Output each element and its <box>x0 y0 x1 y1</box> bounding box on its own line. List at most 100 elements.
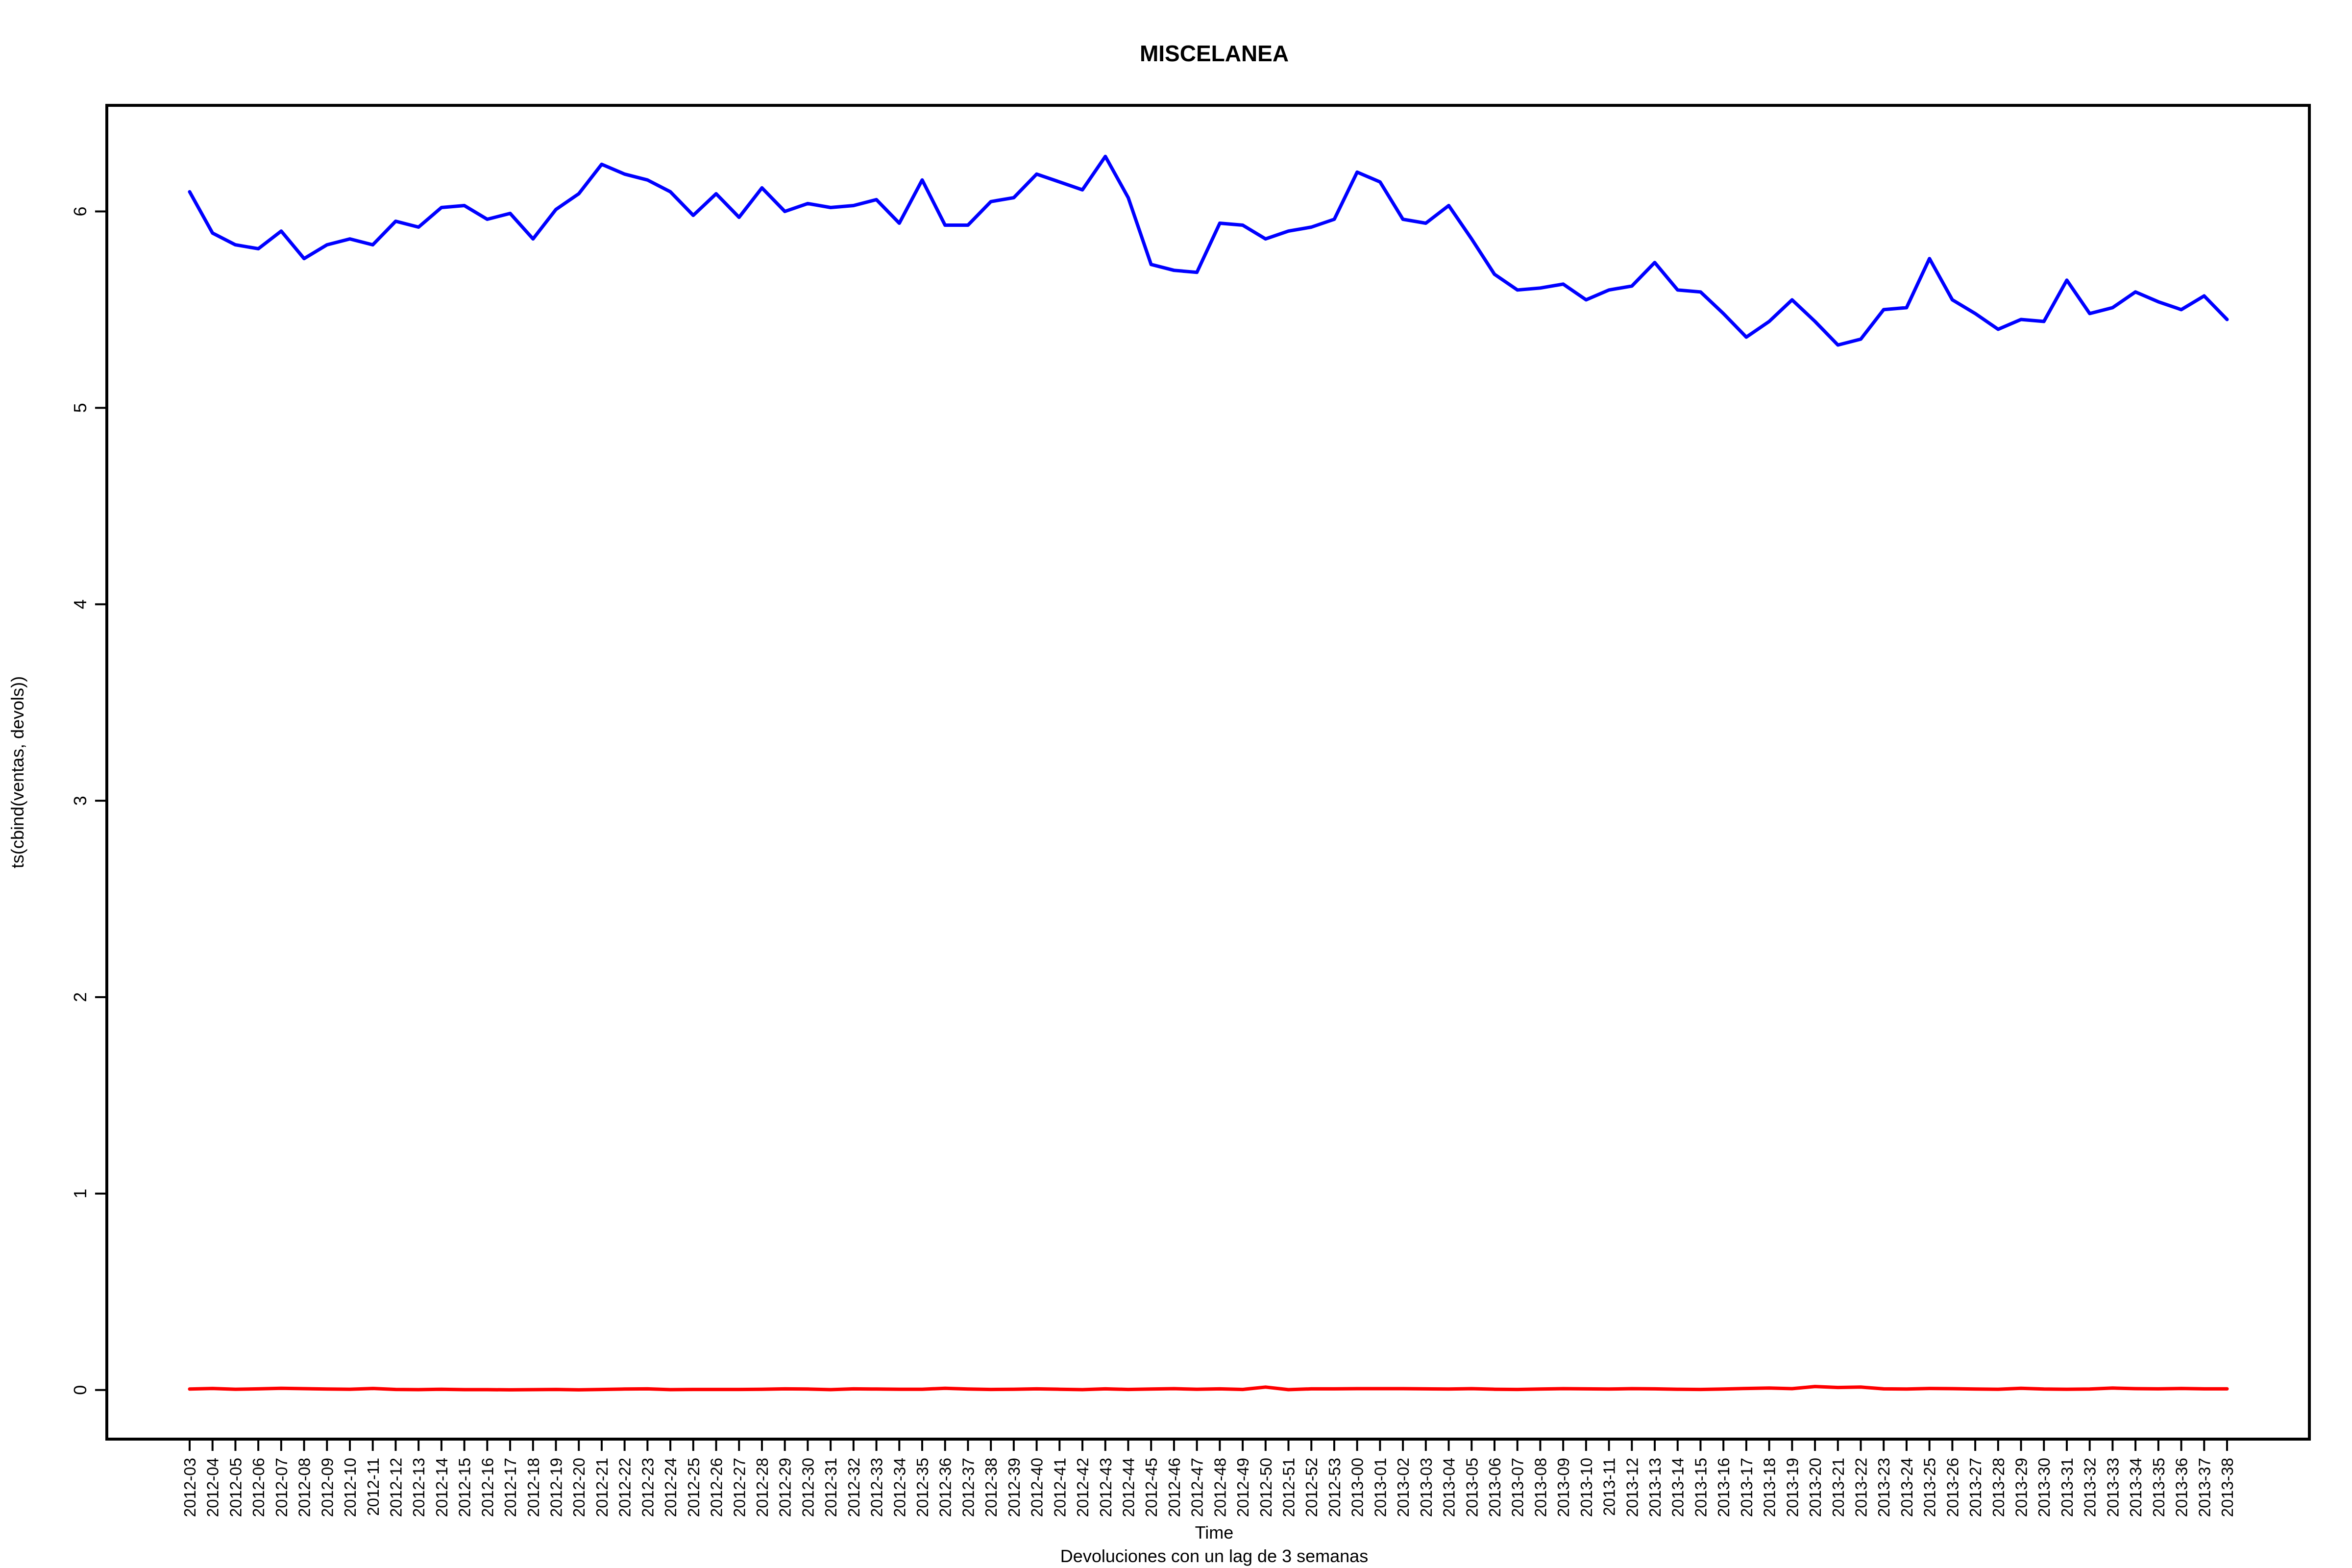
x-tick-label: 2012-25 <box>685 1458 703 1517</box>
x-axis-label: Time <box>1195 1522 1234 1543</box>
chart-title: MISCELANEA <box>1140 41 1289 66</box>
x-tick-label: 2013-14 <box>1669 1458 1687 1517</box>
x-tick-label: 2012-35 <box>913 1458 931 1517</box>
x-tick-label: 2012-20 <box>570 1458 588 1517</box>
x-tick-label: 2012-22 <box>616 1458 634 1517</box>
x-tick-label: 2013-00 <box>1348 1458 1367 1517</box>
x-tick-label: 2013-06 <box>1486 1458 1504 1517</box>
x-tick-label: 2013-38 <box>2218 1458 2236 1517</box>
x-tick-label: 2013-22 <box>1852 1458 1870 1517</box>
x-tick-label: 2012-48 <box>1211 1458 1229 1517</box>
x-tick-label: 2013-17 <box>1738 1458 1756 1517</box>
x-tick-label: 2013-29 <box>2012 1458 2031 1517</box>
x-tick-label: 2012-37 <box>959 1458 977 1517</box>
x-tick-label: 2012-18 <box>524 1458 542 1517</box>
x-tick-label: 2012-34 <box>890 1458 908 1517</box>
x-tick-label: 2012-17 <box>501 1458 519 1517</box>
y-tick-label: 6 <box>70 206 90 216</box>
x-tick-label: 2013-25 <box>1921 1458 1939 1517</box>
x-tick-label: 2012-11 <box>364 1458 382 1516</box>
y-axis-label: ts(cbind(ventas, devols)) <box>7 676 27 868</box>
series-line-1 <box>188 154 2229 347</box>
x-tick-label: 2012-33 <box>868 1458 886 1517</box>
x-tick-label: 2012-08 <box>295 1458 314 1517</box>
x-tick-label: 2013-19 <box>1783 1458 1801 1517</box>
x-tick-label: 2013-13 <box>1646 1458 1664 1517</box>
x-tick-label: 2013-20 <box>1806 1458 1824 1517</box>
x-tick-label: 2013-27 <box>1966 1458 1984 1517</box>
x-tick-label: 2012-51 <box>1280 1458 1298 1517</box>
y-tick-label: 4 <box>70 599 90 609</box>
x-tick-label: 2012-31 <box>822 1458 840 1517</box>
x-tick-label: 2012-06 <box>249 1458 268 1517</box>
x-tick-label: 2013-26 <box>1943 1458 1961 1517</box>
x-tick-label: 2013-08 <box>1531 1458 1549 1517</box>
x-tick-label: 2012-45 <box>1142 1458 1160 1517</box>
x-tick-label: 2013-24 <box>1898 1458 1916 1517</box>
x-tick-label: 2013-21 <box>1829 1458 1847 1517</box>
x-tick-label: 2013-32 <box>2081 1458 2099 1517</box>
series-layer <box>188 154 2229 1392</box>
x-tick-label: 2013-07 <box>1509 1458 1527 1517</box>
x-tick-label: 2012-52 <box>1302 1458 1321 1517</box>
x-tick-label: 2013-18 <box>1761 1458 1779 1517</box>
x-tick-label: 2012-42 <box>1074 1458 1092 1517</box>
x-tick-label: 2012-49 <box>1234 1458 1252 1517</box>
x-tick-label: 2013-28 <box>1989 1458 2008 1517</box>
x-tick-label: 2013-33 <box>2104 1458 2122 1517</box>
x-tick-label: 2012-23 <box>638 1458 657 1517</box>
x-tick-label: 2013-30 <box>2035 1458 2053 1517</box>
y-tick-label: 2 <box>70 992 90 1002</box>
x-tick-label: 2013-02 <box>1394 1458 1412 1517</box>
x-tick-label: 2013-11 <box>1600 1458 1618 1516</box>
series-line-2 <box>188 1385 2229 1392</box>
x-tick-label: 2012-04 <box>204 1458 222 1517</box>
x-tick-label: 2012-10 <box>341 1458 359 1517</box>
x-tick-label: 2012-47 <box>1188 1458 1206 1517</box>
x-tick-label: 2012-41 <box>1051 1458 1069 1517</box>
x-tick-label: 2013-15 <box>1691 1458 1710 1517</box>
x-tick-label: 2013-12 <box>1623 1458 1641 1517</box>
x-tick-label: 2012-21 <box>593 1458 611 1517</box>
x-tick-label: 2012-13 <box>410 1458 428 1517</box>
x-tick-label: 2013-10 <box>1577 1458 1595 1517</box>
x-tick-label: 2012-29 <box>776 1458 794 1517</box>
x-tick-label: 2012-53 <box>1325 1458 1344 1517</box>
x-tick-label: 2013-03 <box>1417 1458 1435 1517</box>
x-tick-label: 2012-30 <box>799 1458 817 1517</box>
x-tick-label: 2013-31 <box>2058 1458 2076 1517</box>
x-tick-label: 2013-16 <box>1715 1458 1733 1517</box>
y-tick-label: 1 <box>70 1189 90 1199</box>
x-tick-label: 2013-09 <box>1554 1458 1572 1517</box>
x-tick-label: 2012-05 <box>226 1458 245 1517</box>
x-tick-label: 2012-07 <box>272 1458 291 1517</box>
x-tick-label: 2012-24 <box>662 1458 680 1517</box>
x-tick-label: 2012-16 <box>478 1458 496 1517</box>
x-tick-label: 2012-09 <box>318 1458 336 1517</box>
x-tick-label: 2012-44 <box>1119 1458 1137 1517</box>
x-tick-label: 2012-50 <box>1257 1458 1275 1517</box>
x-tick-label: 2013-05 <box>1463 1458 1481 1517</box>
x-tick-label: 2012-15 <box>456 1458 474 1517</box>
x-tick-label: 2012-38 <box>982 1458 1000 1517</box>
x-tick-label: 2013-36 <box>2173 1458 2191 1517</box>
x-tick-label: 2012-32 <box>845 1458 863 1517</box>
x-axis: 2012-03 2012-04 2012-05 2012-06 2012-07 2012-… <box>181 1438 2236 1517</box>
y-axis: 0 1 2 3 4 5 6 <box>70 206 107 1395</box>
x-tick-label: 2013-23 <box>1875 1458 1893 1517</box>
x-tick-label: 2013-04 <box>1440 1458 1458 1517</box>
x-tick-label: 2013-35 <box>2150 1458 2168 1517</box>
x-tick-label: 2012-39 <box>1005 1458 1023 1517</box>
x-tick-label: 2012-36 <box>936 1458 955 1517</box>
x-tick-label: 2012-12 <box>387 1458 405 1517</box>
x-tick-label: 2012-27 <box>730 1458 748 1517</box>
x-tick-label: 2012-43 <box>1097 1458 1115 1517</box>
x-tick-label: 2012-03 <box>181 1458 199 1517</box>
y-tick-label: 0 <box>70 1385 90 1395</box>
y-tick-label: 5 <box>70 403 90 413</box>
x-tick-label: 2013-34 <box>2127 1458 2145 1517</box>
x-tick-label: 2012-19 <box>547 1458 565 1517</box>
x-tick-label: 2012-46 <box>1165 1458 1183 1517</box>
